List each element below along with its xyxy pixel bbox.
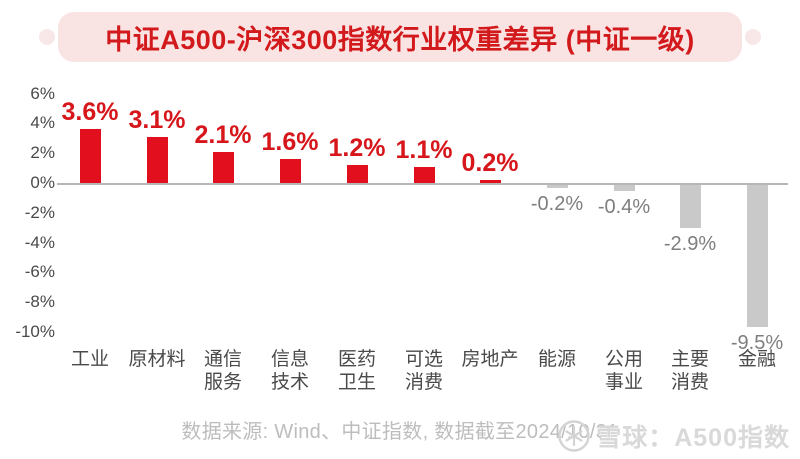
- bar-公用事业: [614, 185, 635, 191]
- value-label-通信服务: 2.1%: [194, 121, 252, 149]
- x-axis-label-工业: 工业: [70, 349, 109, 370]
- chart-title-banner: 中证A500-沪深300指数行业权重差异 (中证一级): [58, 12, 742, 62]
- watermark-label: 雪球：A500指数: [596, 424, 790, 452]
- bar-能源: [547, 185, 568, 188]
- value-label-能源: -0.2%: [530, 193, 584, 215]
- y-axis-tick--8%: -8%: [24, 292, 55, 312]
- x-axis-label-金融: 金融: [737, 349, 776, 370]
- bar-原材料: [147, 137, 168, 183]
- bar-医药卫生: [347, 165, 368, 183]
- bar-房地产: [480, 180, 501, 183]
- y-axis-tick-2%: 2%: [30, 143, 55, 163]
- bar-主要消费: [680, 185, 701, 228]
- x-axis-label-公用事业: 公用 事业: [604, 349, 643, 393]
- bar-通信服务: [213, 152, 234, 183]
- bar-信息技术: [280, 159, 301, 183]
- value-label-信息技术: 1.6%: [261, 128, 319, 156]
- x-axis-label-能源: 能源: [537, 349, 576, 370]
- value-label-医药卫生: 1.2%: [328, 134, 386, 162]
- snowball-icon: [557, 419, 591, 453]
- x-axis-label-房地产: 房地产: [461, 349, 519, 370]
- bar-可选消费: [414, 167, 435, 183]
- y-axis-tick-0%: 0%: [30, 173, 55, 192]
- y-axis-tick-4%: 4%: [30, 113, 55, 133]
- y-axis-tick--2%: -2%: [24, 202, 55, 222]
- value-label-房地产: 0.2%: [461, 149, 519, 177]
- banner-left-notch-decoration: [39, 29, 55, 45]
- value-label-金融: -9.5%: [730, 332, 784, 354]
- value-label-原材料: 3.1%: [128, 106, 186, 134]
- value-label-公用事业: -0.4%: [597, 196, 651, 218]
- x-axis-label-通信服务: 通信 服务: [203, 349, 242, 393]
- x-axis-label-可选消费: 可选 消费: [404, 349, 443, 393]
- chart-title: 中证A500-沪深300指数行业权重差异 (中证一级): [105, 24, 695, 55]
- y-axis-tick-6%: 6%: [30, 83, 55, 103]
- y-axis-tick--4%: -4%: [24, 232, 55, 252]
- x-axis-label-医药卫生: 医药 卫生: [337, 349, 376, 393]
- x-axis-label-信息技术: 信息 技术: [270, 349, 309, 393]
- value-label-可选消费: 1.1%: [395, 136, 453, 164]
- banner-right-notch-decoration: [745, 29, 761, 45]
- y-axis-tick--10%: -10%: [15, 322, 55, 341]
- bar-工业: [80, 129, 101, 183]
- value-label-主要消费: -2.9%: [663, 233, 717, 255]
- data-source-note: 数据来源: Wind、中证指数, 数据截至2024/10/31: [181, 421, 619, 443]
- y-axis-tick--6%: -6%: [24, 262, 55, 282]
- value-label-工业: 3.6%: [61, 98, 119, 126]
- x-axis-label-原材料: 原材料: [128, 349, 186, 370]
- x-axis-label-主要消费: 主要 消费: [670, 349, 709, 393]
- bar-金融: [747, 185, 768, 327]
- x-axis-line: [57, 183, 788, 185]
- watermark: 雪球：A500指数: [557, 418, 790, 454]
